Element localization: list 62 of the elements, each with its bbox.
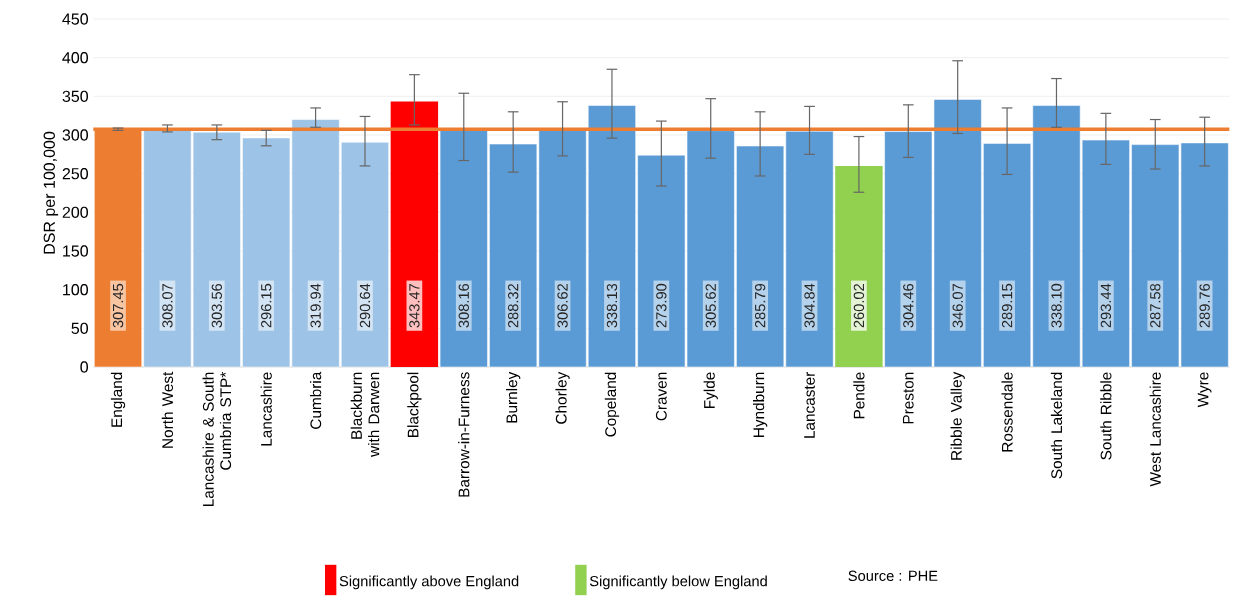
y-axis-title: DSR per 100,000: [43, 131, 59, 254]
data-label: 306.62: [557, 283, 568, 328]
bar: [390, 101, 439, 367]
x-tick-label: Lancashire: [260, 372, 272, 446]
y-tick-label: 0: [80, 361, 89, 373]
x-tick-label: England: [110, 372, 126, 427]
x-tick-label: South Lakeland: [1050, 372, 1063, 479]
y-tick-label: 150: [63, 245, 88, 257]
y-tick-label: 200: [62, 206, 88, 218]
data-label: 287.58: [1150, 283, 1161, 328]
legend-label: Significantly below England: [589, 575, 767, 590]
data-label: 289.76: [1199, 283, 1210, 328]
x-tick-label: Ribble Valley: [950, 371, 965, 460]
x-tick-label: Preston: [902, 372, 914, 424]
y-tick-label: 350: [62, 90, 88, 102]
x-tick-label: South Ribble: [1100, 372, 1112, 460]
bar: [835, 165, 883, 367]
y-tick-label: 450: [62, 13, 88, 25]
data-label: 290.64: [359, 283, 371, 328]
x-tick-label: Hyndburn: [752, 372, 768, 437]
data-label: 308.16: [458, 283, 469, 328]
y-tick-label: 250: [62, 168, 88, 180]
x-tick-label: Lancashire & South Cumbria STP*: [202, 371, 232, 506]
data-label: 305.62: [705, 283, 716, 328]
x-tick-label: Blackburn with Darwen: [350, 372, 380, 457]
x-tick-label: Fylde: [703, 372, 718, 408]
x-tick-label: Blackpool: [407, 372, 422, 437]
data-label: 285.79: [754, 283, 766, 328]
data-label: 296.15: [261, 283, 272, 328]
data-label: 303.56: [211, 283, 223, 328]
data-label: 319.94: [310, 283, 321, 328]
x-tick-label: Barrow-in-Furness: [458, 372, 470, 497]
legend-label: Significantly above England: [339, 575, 519, 590]
y-tick-label: 400: [62, 52, 88, 64]
data-label: 307.45: [112, 283, 124, 328]
x-tick-label: Cumbria: [309, 371, 322, 429]
data-label: 343.47: [409, 283, 420, 328]
data-label: 338.13: [606, 283, 618, 328]
data-label: 288.32: [507, 283, 519, 328]
y-tick-label: 300: [62, 129, 88, 141]
x-tick-label: Pendle: [853, 372, 865, 419]
source-note: Source : PHE: [848, 570, 938, 581]
x-tick-label: Craven: [655, 372, 667, 421]
data-label: 308.07: [162, 283, 173, 328]
data-label: 260.02: [853, 283, 865, 328]
data-label: 304.84: [804, 283, 815, 328]
x-tick-label: Burnley: [506, 371, 521, 423]
data-label: 304.46: [903, 283, 914, 328]
x-tick-label: Wyre: [1197, 372, 1212, 408]
data-label: 293.44: [1100, 283, 1112, 328]
x-tick-label: North West: [161, 371, 174, 448]
data-label: 338.10: [1051, 283, 1062, 328]
data-label: 273.90: [656, 283, 667, 328]
data-label: 346.07: [952, 283, 963, 328]
x-tick-label: Chorley: [555, 371, 570, 424]
data-label: 289.15: [1001, 283, 1013, 328]
x-tick-label: West Lancashire: [1149, 372, 1161, 487]
x-tick-label: Copeland: [604, 372, 620, 437]
y-tick-label: 100: [63, 284, 88, 296]
y-tick-label: 50: [71, 322, 89, 334]
x-tick-label: Lancaster: [804, 371, 815, 438]
x-tick-label: Rossendale: [1001, 372, 1013, 452]
